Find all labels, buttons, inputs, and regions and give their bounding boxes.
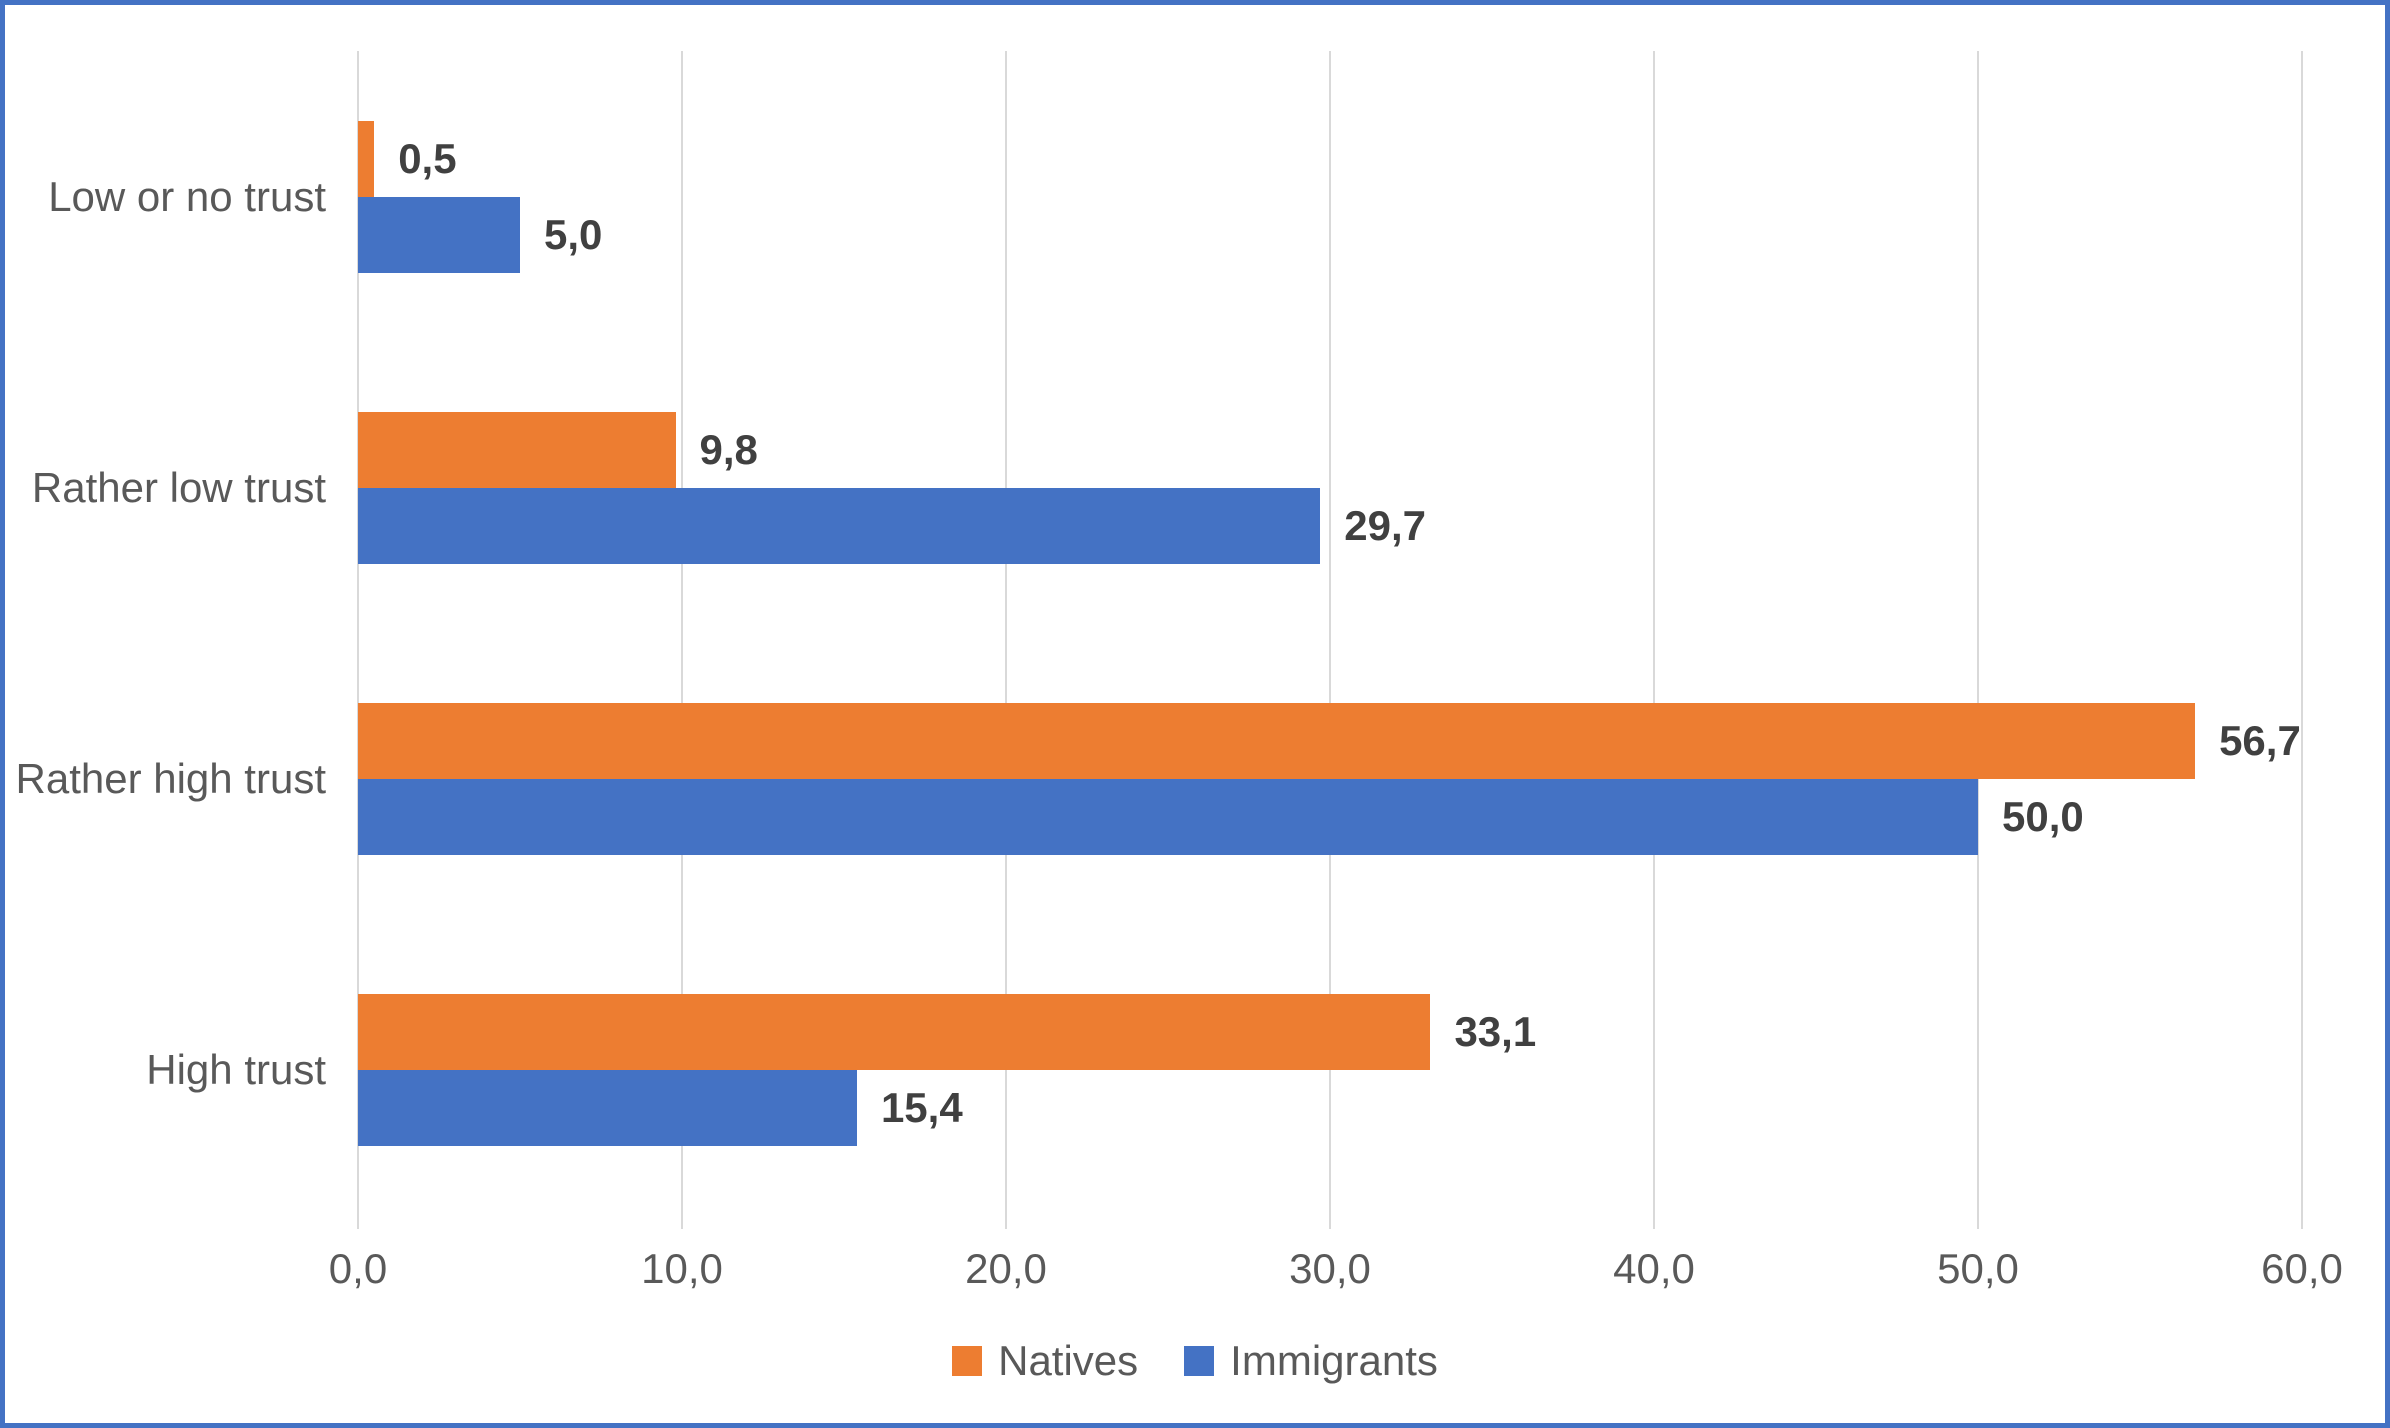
gridline [357,51,359,1229]
category-group: Rather high trust 56,7 50,0 [5,633,2385,924]
bar-value-label: 50,0 [2002,792,2084,840]
bars-cell: 9,8 29,7 [358,342,2302,633]
bar-row: 56,7 [358,702,2302,779]
x-tick-label: 40,0 [1613,1245,1695,1292]
bars-cell: 0,5 5,0 [358,51,2302,342]
gridline [1652,51,1655,1229]
x-tick-label: 0,0 [328,1245,388,1292]
x-axis: 0,0 10,0 20,0 30,0 40,0 50,0 60,0 [329,1245,2343,1295]
bar-value-label: 29,7 [1344,501,1427,549]
bar-row: 50,0 [358,778,2302,855]
gridline [1329,51,1331,1229]
bar-immigrants [358,196,520,273]
plot-area [357,51,2303,1229]
legend-item-immigrants: Immigrants [1184,1337,1438,1385]
legend-label: Natives [998,1337,1139,1384]
category-label: Rather high trust [15,754,327,802]
bar-row: 9,8 [358,411,2302,488]
bar-row: 15,4 [358,1069,2302,1146]
category-groups: Low or no trust 0,5 5,0 Rather low trust 9,8… [5,51,2385,1215]
bar-value-label: 56,7 [2219,716,2301,764]
bar-value-label: 0,5 [398,134,457,182]
gridline [680,51,683,1229]
category-group: High trust 33,1 15,4 [5,924,2385,1215]
bar-immigrants [358,778,1978,855]
category-label: Low or no trust [48,172,326,220]
bar-value-label: 5,0 [543,210,603,258]
x-tick-label: 60,0 [2261,1245,2343,1292]
bars-cell: 56,7 50,0 [358,633,2302,924]
category-label: High trust [146,1045,326,1093]
bar-row: 33,1 [358,993,2302,1070]
bar-row: 29,7 [358,487,2302,564]
x-tick-label: 10,0 [641,1245,723,1292]
gridline [2301,51,2303,1229]
bar-natives [358,120,375,197]
category-label: Rather low trust [31,463,326,511]
x-tick-label: 20,0 [965,1245,1047,1292]
bar-immigrants [358,487,1321,564]
legend-swatch-icon [1184,1346,1215,1376]
legend-item-natives: Natives [952,1337,1138,1385]
bar-immigrants [358,1069,857,1146]
gridline [1977,51,1979,1229]
legend: Natives Immigrants [5,1337,2385,1385]
bar-natives [358,993,1431,1070]
category-group: Rather low trust 9,8 29,7 [5,342,2385,633]
bar-value-label: 33,1 [1454,1007,1537,1055]
bar-value-label: 9,8 [699,425,758,473]
x-tick-label: 30,0 [1289,1245,1371,1292]
bar-value-label: 15,4 [880,1083,963,1131]
legend-label: Immigrants [1230,1337,1438,1384]
bar-natives [358,702,2196,779]
bar-row: 5,0 [358,196,2302,273]
bar-row: 0,5 [358,120,2302,197]
category-group: Low or no trust 0,5 5,0 [5,51,2385,342]
bars-cell: 33,1 15,4 [358,924,2302,1215]
x-tick-label: 50,0 [1937,1245,2019,1292]
bar-natives [358,411,676,488]
legend-swatch-icon [952,1346,983,1376]
gridline [1004,51,1007,1229]
